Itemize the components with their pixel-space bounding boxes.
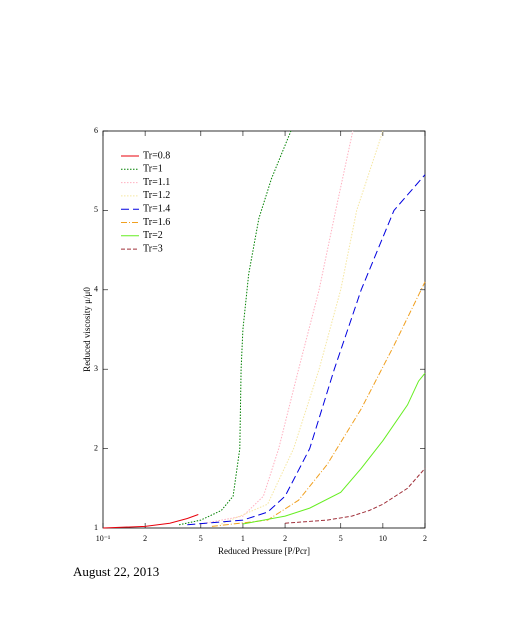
legend-label: Tr=1.4: [143, 203, 170, 214]
legend-label: Tr=1: [143, 164, 163, 175]
series-line: [187, 174, 426, 526]
series-line: [211, 281, 426, 527]
legend-label: Tr=2: [143, 230, 163, 241]
legend-label: Tr=0.8: [143, 150, 170, 161]
x-tick-label: 5: [339, 534, 343, 543]
x-tick-label: 2: [423, 534, 427, 543]
y-axis-label: Reduced viscosity μ/μ0: [82, 287, 92, 372]
plot-frame: [102, 130, 426, 529]
x-tick-label: 5: [199, 534, 203, 543]
legend-label: Tr=1.6: [143, 217, 170, 228]
x-tick-label: 1: [241, 534, 245, 543]
series-line: [285, 468, 426, 524]
y-tick-label: 5: [94, 205, 98, 214]
legend-label: Tr=3: [143, 243, 163, 254]
series-line: [178, 130, 292, 526]
series-line: [242, 372, 426, 525]
y-tick-label: 1: [94, 523, 98, 532]
x-tick-label: 10⁻¹: [96, 534, 111, 543]
series-line: [200, 130, 354, 525]
y-tick-label: 4: [94, 285, 98, 294]
x-tick-label: 10: [379, 534, 387, 543]
legend-label: Tr=1.2: [143, 190, 170, 201]
date: August 22, 2013: [73, 564, 159, 579]
y-tick-label: 3: [94, 364, 98, 373]
x-tick-label: 2: [283, 534, 287, 543]
y-tick-label: 6: [94, 126, 98, 135]
x-axis-label: Reduced Pressure [P/Pcr]: [218, 546, 310, 556]
legend-label: Tr=1.1: [143, 177, 170, 188]
series-line: [221, 130, 384, 525]
series-line: [102, 514, 199, 529]
x-tick-label: 2: [143, 534, 147, 543]
y-tick-label: 2: [94, 443, 98, 452]
